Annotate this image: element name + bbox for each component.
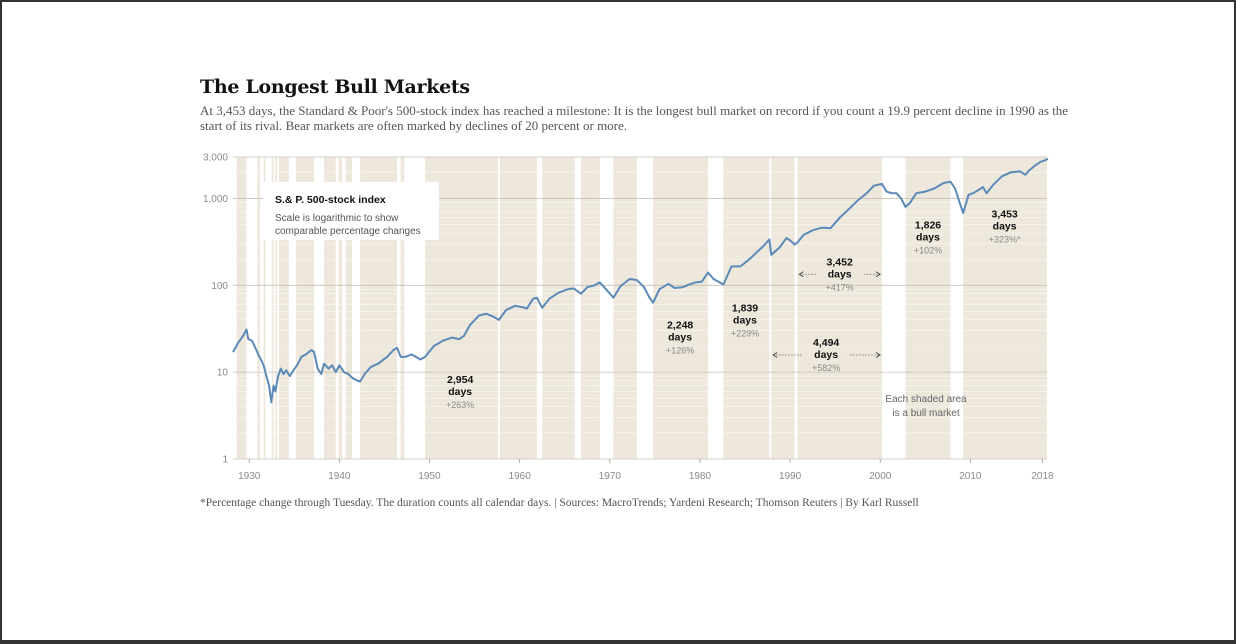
annotation-days-word: days bbox=[448, 386, 472, 398]
x-tick-label: 1980 bbox=[689, 471, 712, 482]
legend-title: S.& P. 500-stock index bbox=[275, 194, 386, 206]
annotation-percent: +582% bbox=[812, 363, 840, 373]
annotation-days-count: 4,494 bbox=[813, 337, 839, 349]
y-axis-ticks: 3,000 1,000 100 10 1 bbox=[203, 153, 228, 466]
legend-note-line2: comparable percentage changes bbox=[275, 226, 421, 237]
bull-market-shade bbox=[257, 157, 261, 459]
annotation-days-word: days bbox=[828, 268, 852, 280]
x-tick-label: 2010 bbox=[959, 471, 982, 482]
x-axis-ticks: 1930 1940 1950 1960 1970 1980 1990 2000 2010 2018 bbox=[238, 459, 1054, 482]
chart-title: The Longest Bull Markets bbox=[200, 76, 470, 98]
annotation-percent: +417% bbox=[826, 282, 854, 292]
y-tick-label: 10 bbox=[217, 368, 229, 379]
bull-market-shade bbox=[400, 157, 405, 459]
bull-market-shade bbox=[771, 157, 795, 459]
annotation-days-word: days bbox=[916, 232, 940, 244]
bull-market-shade bbox=[797, 157, 883, 459]
shade-note-line2: is a bull market bbox=[892, 408, 959, 419]
bull-market-shade bbox=[613, 157, 637, 459]
sp500-series-line bbox=[232, 157, 1049, 404]
annotation-percent: +102% bbox=[914, 246, 942, 256]
x-tick-label: 1950 bbox=[418, 471, 441, 482]
bull-market-shade bbox=[263, 157, 266, 459]
annotation-arrowhead-left bbox=[772, 352, 778, 358]
y-tick-label: 100 bbox=[211, 281, 228, 292]
annotation-days-count: 2,954 bbox=[447, 374, 473, 386]
x-tick-label: 2000 bbox=[869, 471, 892, 482]
x-tick-label: 1930 bbox=[238, 471, 261, 482]
annotation-percent: +263% bbox=[446, 400, 474, 410]
y-tick-label: 1,000 bbox=[203, 194, 228, 205]
annotation-days-count: 3,453 bbox=[991, 209, 1017, 221]
y-tick-label: 3,000 bbox=[203, 153, 228, 164]
bull-market-shade bbox=[905, 157, 951, 459]
bull-market-shade bbox=[345, 157, 352, 459]
annotation-percent: +126% bbox=[666, 345, 694, 355]
bull-market-shade bbox=[963, 157, 1047, 459]
bull-market-shade bbox=[542, 157, 575, 459]
annotation-arrowhead-right bbox=[875, 271, 881, 278]
legend-box: S.& P. 500-stock index Scale is logarith… bbox=[263, 182, 439, 240]
x-tick-label: 1990 bbox=[779, 471, 802, 482]
annotation-days-count: 2,248 bbox=[667, 319, 693, 331]
annotation-days-count: 1,839 bbox=[732, 302, 758, 314]
legend-note-line1: Scale is logarithmic to show bbox=[275, 213, 399, 224]
bull-market-shade bbox=[271, 157, 274, 459]
x-tick-label: 1970 bbox=[599, 471, 622, 482]
bull-market-shade bbox=[338, 157, 343, 459]
annotation-arrowhead-left bbox=[798, 271, 804, 278]
annotation-days-word: days bbox=[733, 314, 757, 326]
annotation-arrowhead-right bbox=[875, 352, 881, 358]
x-tick-label: 1940 bbox=[328, 471, 351, 482]
footnote-sources: *Percentage change through Tuesday. The … bbox=[200, 497, 919, 509]
bull-market-shade bbox=[324, 157, 336, 459]
annotation-days-word: days bbox=[814, 349, 838, 361]
annotation-days-word: days bbox=[668, 331, 692, 343]
bull-market-shade bbox=[275, 157, 278, 459]
bull-market-shade bbox=[278, 157, 289, 459]
bull-market-shade bbox=[653, 157, 709, 459]
shade-note-line1: Each shaded area bbox=[885, 394, 967, 405]
bull-market-shade bbox=[236, 157, 247, 459]
bull-market-shade bbox=[580, 157, 600, 459]
annotation-days-count: 3,452 bbox=[827, 256, 853, 268]
bull-market-shade bbox=[723, 157, 770, 459]
x-tick-label: 1960 bbox=[509, 471, 532, 482]
annotation-percent: +229% bbox=[731, 328, 759, 338]
chart-subtitle: At 3,453 days, the Standard & Poor's 500… bbox=[200, 103, 1069, 133]
y-tick-label: 1 bbox=[222, 455, 228, 466]
bull-market-annotations: 2,954days+263%2,248days+126%1,839days+22… bbox=[446, 209, 1021, 410]
annotation-days-word: days bbox=[993, 221, 1017, 233]
shade-note: Each shaded area is a bull market bbox=[885, 394, 967, 419]
annotation-days-count: 1,826 bbox=[915, 220, 941, 232]
x-tick-label: 2018 bbox=[1031, 471, 1054, 482]
gridlines bbox=[233, 156, 1047, 460]
annotation-percent: +323%* bbox=[989, 235, 1021, 245]
bull-market-shade bbox=[499, 157, 537, 459]
